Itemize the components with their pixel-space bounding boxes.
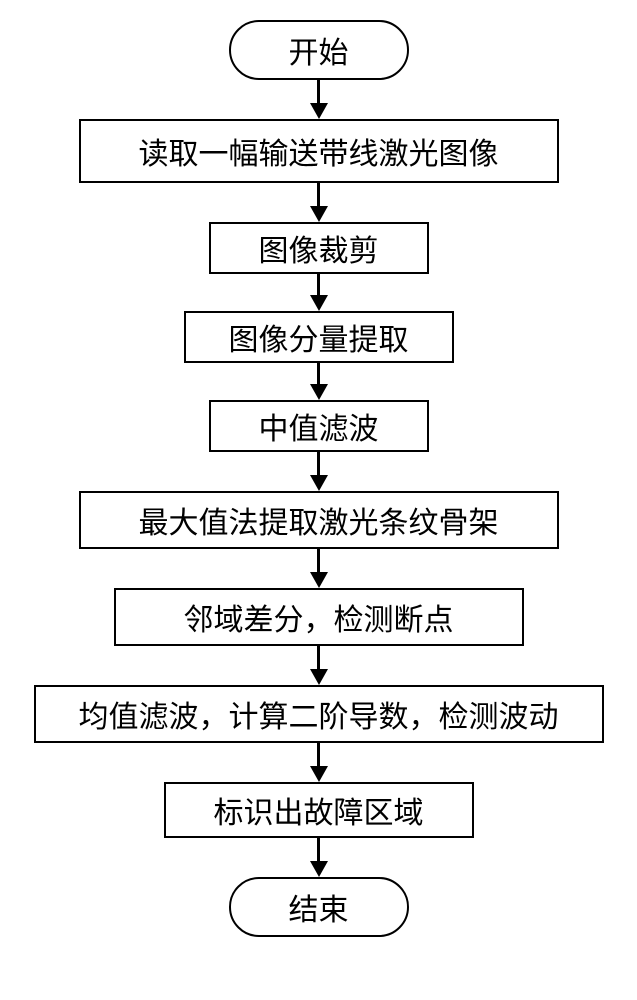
n3-label: 图像分量提取 [229, 315, 409, 359]
end-node: 结束 [229, 877, 409, 937]
process-median-filter: 中值滤波 [209, 400, 429, 452]
n8-label: 标识出故障区域 [214, 788, 424, 832]
arrow-4 [310, 452, 328, 491]
end-label: 结束 [289, 885, 349, 929]
n1-label: 读取一幅输送带线激光图像 [139, 129, 499, 173]
arrow-1 [310, 183, 328, 222]
n7-label: 均值滤波，计算二阶导数，检测波动 [79, 692, 559, 736]
n2-label: 图像裁剪 [259, 226, 379, 270]
process-mean-filter-derivative: 均值滤波，计算二阶导数，检测波动 [34, 685, 604, 743]
n5-label: 最大值法提取激光条纹骨架 [139, 498, 499, 542]
n4-label: 中值滤波 [259, 404, 379, 448]
n6-label: 邻域差分，检测断点 [184, 595, 454, 639]
flowchart-container: 开始 读取一幅输送带线激光图像 图像裁剪 图像分量提取 中值滤波 最大值法提取激… [34, 20, 604, 937]
arrow-6 [310, 646, 328, 685]
arrow-2 [310, 274, 328, 311]
process-component-extract: 图像分量提取 [184, 311, 454, 363]
arrow-8 [310, 838, 328, 877]
arrow-5 [310, 549, 328, 588]
process-crop: 图像裁剪 [209, 222, 429, 274]
process-max-skeleton: 最大值法提取激光条纹骨架 [79, 491, 559, 549]
start-node: 开始 [229, 20, 409, 80]
arrow-7 [310, 743, 328, 782]
process-mark-fault: 标识出故障区域 [164, 782, 474, 838]
arrow-3 [310, 363, 328, 400]
arrow-0 [310, 80, 328, 119]
process-diff-breakpoint: 邻域差分，检测断点 [114, 588, 524, 646]
process-read-image: 读取一幅输送带线激光图像 [79, 119, 559, 183]
start-label: 开始 [289, 28, 349, 72]
